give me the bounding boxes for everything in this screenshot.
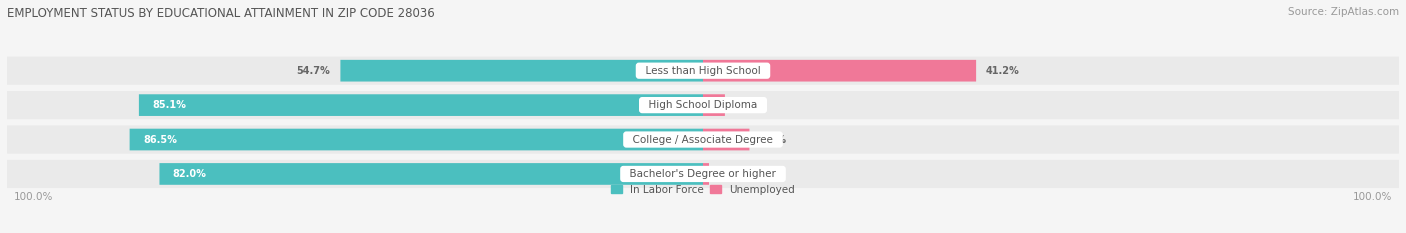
Text: 86.5%: 86.5%: [143, 134, 177, 144]
Text: Bachelor's Degree or higher: Bachelor's Degree or higher: [623, 169, 783, 179]
Text: Less than High School: Less than High School: [638, 66, 768, 76]
FancyBboxPatch shape: [703, 60, 976, 82]
FancyBboxPatch shape: [703, 163, 709, 185]
Text: 3.3%: 3.3%: [735, 100, 762, 110]
Text: 54.7%: 54.7%: [297, 66, 330, 76]
Text: 100.0%: 100.0%: [14, 192, 53, 202]
Text: 82.0%: 82.0%: [173, 169, 207, 179]
FancyBboxPatch shape: [159, 163, 703, 185]
Text: 0.9%: 0.9%: [718, 169, 747, 179]
FancyBboxPatch shape: [340, 60, 703, 82]
Text: 85.1%: 85.1%: [152, 100, 186, 110]
FancyBboxPatch shape: [7, 125, 1399, 154]
Text: College / Associate Degree: College / Associate Degree: [626, 134, 780, 144]
FancyBboxPatch shape: [7, 91, 1399, 119]
FancyBboxPatch shape: [703, 94, 725, 116]
FancyBboxPatch shape: [139, 94, 703, 116]
FancyBboxPatch shape: [129, 129, 703, 150]
Legend: In Labor Force, Unemployed: In Labor Force, Unemployed: [607, 181, 799, 199]
Text: Source: ZipAtlas.com: Source: ZipAtlas.com: [1288, 7, 1399, 17]
Text: 41.2%: 41.2%: [986, 66, 1019, 76]
Text: EMPLOYMENT STATUS BY EDUCATIONAL ATTAINMENT IN ZIP CODE 28036: EMPLOYMENT STATUS BY EDUCATIONAL ATTAINM…: [7, 7, 434, 20]
FancyBboxPatch shape: [703, 129, 749, 150]
FancyBboxPatch shape: [7, 57, 1399, 85]
FancyBboxPatch shape: [7, 160, 1399, 188]
Text: High School Diploma: High School Diploma: [643, 100, 763, 110]
Text: 7.0%: 7.0%: [759, 134, 786, 144]
Text: 100.0%: 100.0%: [1353, 192, 1392, 202]
